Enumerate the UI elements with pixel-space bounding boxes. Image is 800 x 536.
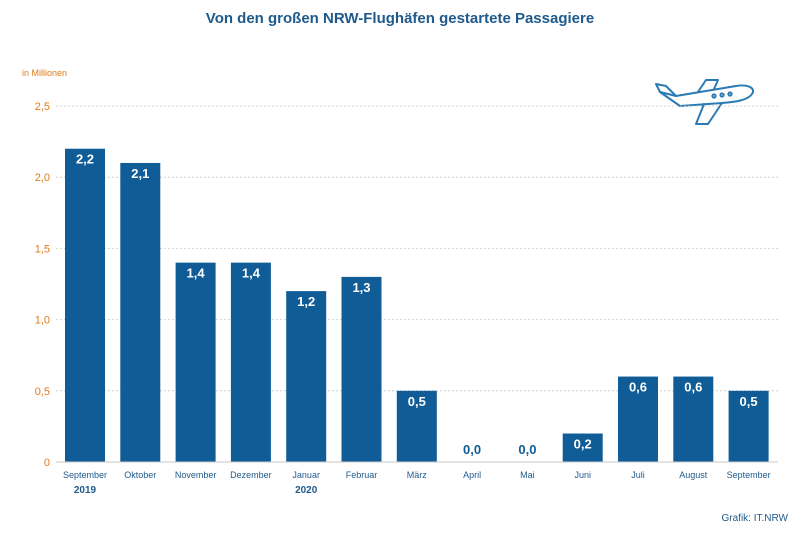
bar <box>286 291 327 462</box>
bar <box>618 376 658 462</box>
x-tick-label: Juni <box>574 470 591 480</box>
x-tick-label: November <box>175 470 217 480</box>
chart-title: Von den großen NRW-Flughäfen gestartete … <box>205 10 595 27</box>
x-tick-label: Februar <box>346 470 378 480</box>
y-tick-label: 1,0 <box>35 315 50 327</box>
data-label: 1,4 <box>242 266 261 281</box>
x-tick-label: Juli <box>631 470 645 480</box>
x-tick-label: März <box>407 470 427 480</box>
airplane-icon <box>655 79 754 125</box>
x-tick-label: August <box>679 470 708 480</box>
year-label: 2020 <box>295 485 318 496</box>
x-tick-label: Mai <box>520 470 535 480</box>
data-label: 0,2 <box>574 437 592 452</box>
source-credit: Grafik: IT.NRW <box>721 513 788 524</box>
data-label: 0,6 <box>629 380 647 395</box>
data-label: 1,3 <box>352 280 370 295</box>
y-tick-label: 2,5 <box>35 101 50 113</box>
y-tick-label: 1,5 <box>35 243 50 255</box>
bar <box>230 262 271 462</box>
y-unit-label: in Millionen <box>22 68 68 78</box>
bar <box>562 433 603 462</box>
y-tick-label: 0,5 <box>35 386 50 398</box>
x-tick-label: April <box>463 470 481 480</box>
x-tick-label: September <box>727 470 771 480</box>
x-tick-label: Dezember <box>230 470 272 480</box>
x-tick-label: September <box>63 470 107 480</box>
data-label: 0,0 <box>518 442 536 457</box>
bar <box>175 262 216 462</box>
data-label: 2,2 <box>76 152 94 167</box>
x-tick-label: Januar <box>292 470 320 480</box>
bar <box>120 162 161 462</box>
year-label: 2019 <box>74 485 97 496</box>
data-label: 0,5 <box>408 394 426 409</box>
bar <box>65 148 105 462</box>
data-label: 0,0 <box>463 442 481 457</box>
data-label: 1,2 <box>297 294 315 309</box>
x-tick-label: Oktober <box>124 470 156 480</box>
data-label: 1,4 <box>187 266 206 281</box>
bar <box>341 276 382 462</box>
bar <box>728 390 769 462</box>
bar <box>673 376 714 462</box>
data-label: 0,6 <box>684 380 702 395</box>
y-tick-label: 2,0 <box>35 172 50 184</box>
bar <box>396 390 437 462</box>
data-label: 2,1 <box>131 166 149 181</box>
data-label: 0,5 <box>740 394 758 409</box>
y-tick-label: 0 <box>44 457 50 469</box>
